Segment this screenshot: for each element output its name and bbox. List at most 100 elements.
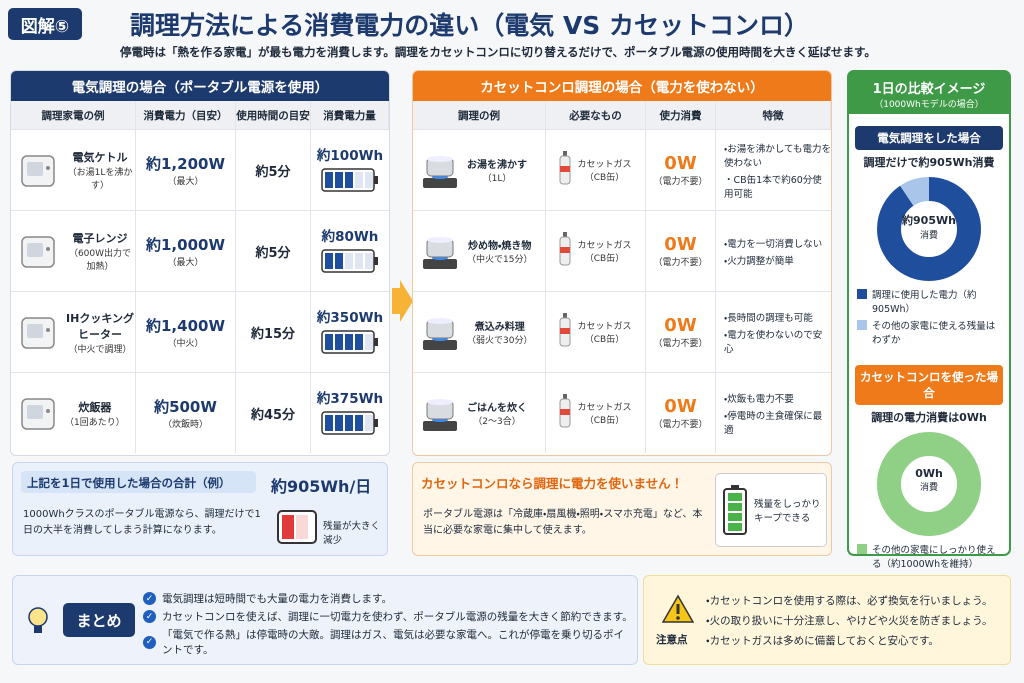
energy: 約100Wh [316, 148, 384, 164]
power-note: （中火） [167, 339, 204, 349]
cell: 約100Wh [311, 130, 389, 210]
cell: カセットガス （CB缶） [546, 130, 646, 210]
dish-name: 炒め物・焼き物 [468, 241, 532, 252]
icon [17, 231, 59, 271]
energy: 約350Wh [316, 310, 384, 326]
item-note: （CB缶） [584, 335, 625, 345]
cell: 約500W （炊飯時） [136, 373, 236, 453]
power-note: （電力不要） [653, 258, 708, 268]
can-icon [559, 394, 571, 432]
column-header: 使用時間の目安 [236, 101, 311, 129]
comparison-subtitle: （1000Whモデルの場合） [874, 100, 984, 110]
icon [17, 312, 59, 352]
cell: カセットガス （CB缶） [546, 373, 646, 453]
gas-can [559, 313, 571, 347]
column-header: 特徴 [716, 101, 831, 129]
dish-name: 煮込み料理 [474, 322, 525, 333]
warning-icon [662, 594, 694, 623]
power: 0W [664, 234, 697, 255]
donut-center: 約905Wh 消費 [874, 212, 984, 241]
feature: 炊飯も電力不要 [724, 391, 794, 405]
column-header-row: 調理家電の例 消費電力（目安） 使用時間の目安 消費電力量 [11, 101, 389, 129]
battery-icon [321, 168, 378, 192]
battery-label: 残量が大きく減少 [323, 521, 381, 546]
power-note: （最大） [167, 177, 204, 187]
gas-can [559, 151, 571, 185]
table-row: 電気ケトル （お湯1Lを沸かす） 約1,200W （最大） 約5分 約100Wh [11, 129, 389, 210]
cell: 炊飯器 （1回あたり） [11, 373, 136, 453]
caution-label: 注意点 [656, 634, 688, 646]
name-block: お湯を沸かす （1L） [467, 156, 527, 184]
cell: 約1,400W （中火） [136, 292, 236, 372]
electric-title: 電気調理の場合（ポータブル電源を使用） [11, 71, 389, 101]
power-note: （電力不要） [653, 339, 708, 349]
time: 約15分 [250, 326, 296, 342]
gas-note-text: ポータブル電源は「冷蔵庫・扇風機・照明・スマホ充電」など、本当に必要な家電に集中… [423, 509, 703, 536]
cell: 約5分 [236, 130, 311, 210]
energy: 約375Wh [316, 391, 384, 407]
cell: 約45分 [236, 373, 311, 453]
center-value: 0Wh [915, 467, 943, 480]
power: 約1,000W [146, 236, 225, 254]
icon [419, 150, 461, 190]
cell: 炊飯も電力不要停電時の主食確保に最適 [716, 373, 831, 453]
legend-item: その他の家電に使える残量はわずか [857, 318, 1001, 346]
table-row: 炒め物・焼き物 （中火で15分） カセットガス （CB缶） 0W （電力不要） 電力を一切消… [413, 210, 831, 291]
cell: 煮込み料理 （弱火で30分） [413, 292, 546, 372]
icon [419, 312, 461, 352]
item-note: （CB缶） [584, 173, 625, 183]
cell: 炒め物・焼き物 （中火で15分） [413, 211, 546, 291]
dish-note: （中火で15分） [467, 255, 533, 265]
feature: お湯を沸かしても電力を使わない [724, 141, 831, 169]
feature: 長時間の調理も可能 [724, 310, 813, 324]
donut-slice [877, 177, 981, 281]
cell: ごはんを炊く （2〜3合） [413, 373, 546, 453]
cell: お湯を沸かす （1L） [413, 130, 546, 210]
table-row: IHクッキングヒーター （中火で調理） 約1,400W （中火） 約15分 約350Wh [11, 291, 389, 372]
icon [17, 150, 59, 190]
stove-icon [423, 399, 457, 431]
keep-label: 残量をしっかりキープできる [754, 499, 821, 524]
feature: 停電時の主食確保に最適 [724, 408, 831, 436]
name-block: 電子レンジ （600W出力で加熱） [65, 230, 135, 272]
keep-box: 残量をしっかりキープできる [715, 473, 827, 547]
battery-icon [321, 249, 378, 273]
power: 0W [664, 153, 697, 174]
appliance-name: 電気ケトル [72, 151, 128, 164]
appliance-note: （1回あたり） [65, 417, 125, 428]
caution-item: カセットコンロを使用する際は、必ず換気を行いましょう。 [706, 593, 1006, 608]
legend-label: その他の家電にしっかり使える（約1000Whを維持） [872, 545, 996, 570]
cell: カセットガス （CB缶） [546, 292, 646, 372]
donut [877, 177, 981, 281]
stove-icon [423, 156, 457, 188]
name-block: ごはんを炊く （2〜3合） [467, 399, 527, 427]
legend-swatch [857, 289, 867, 299]
center-value: 約905Wh [902, 214, 956, 227]
legend-label: その他の家電に使える残量はわずか [872, 321, 996, 346]
total-value: 約905Wh/日 [271, 477, 372, 496]
appliance-name: IHクッキングヒーター [66, 311, 134, 341]
item-block: カセットガス （CB缶） [577, 157, 631, 183]
name-block: 炊飯器 （1回あたり） [65, 399, 125, 428]
legend-label: 調理に使用した電力（約905Wh） [872, 290, 977, 315]
gas-can [559, 394, 571, 428]
summary-item: 「電気で作る熱」は停電時の大敵。調理はガス、電気は必要な家電へ。これが停電を乗り… [143, 627, 633, 657]
item: カセットガス [577, 160, 632, 170]
cell: 長時間の調理も可能電力を使わないので安心 [716, 292, 831, 372]
arrow [392, 280, 413, 322]
cell: 約15分 [236, 292, 311, 372]
caution-item: 火の取り扱いに十分注意し、やけどや火災を防ぎましょう。 [706, 613, 1006, 628]
icon [17, 393, 59, 433]
caution-item: カセットガスは多めに備蓄しておくと安心です。 [706, 633, 1006, 648]
cell: 電力を一切消費しない火力調整が簡単 [716, 211, 831, 291]
item-block: カセットガス （CB缶） [577, 400, 631, 426]
name-block: 煮込み料理 （弱火で30分） [467, 318, 532, 346]
total-title: 上記を1日で使用した場合の合計（例） [21, 471, 256, 493]
dish-note: （弱火で30分） [467, 336, 533, 346]
feature: 電力を一切消費しない [724, 236, 822, 250]
legend-swatch [857, 544, 867, 554]
power-note: （電力不要） [653, 420, 708, 430]
stove-icon [423, 237, 457, 269]
power-note: （電力不要） [653, 177, 708, 187]
